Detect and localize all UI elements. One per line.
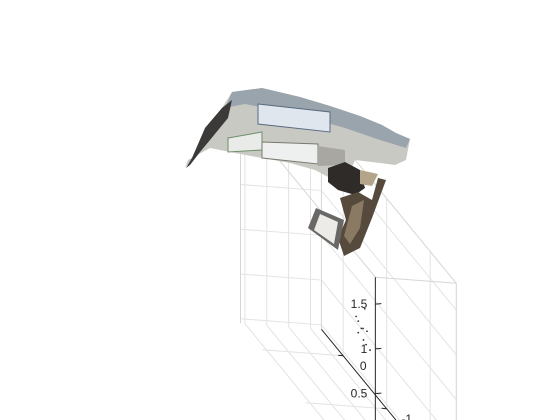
grid-line [310, 328, 387, 420]
wall-left-edge [186, 100, 232, 168]
poster-top [257, 103, 331, 133]
y-tick [381, 407, 387, 410]
z-tick [375, 347, 382, 350]
box-edge [375, 276, 457, 284]
y-tick [338, 354, 344, 357]
poster-center [261, 141, 319, 165]
sparse-point [357, 331, 360, 334]
grid-line [240, 273, 322, 281]
wall-panel-shade [318, 146, 345, 166]
point-cloud [185, 88, 410, 256]
sparse-point [363, 307, 366, 310]
grid-line [266, 324, 346, 420]
grid-line [240, 184, 322, 192]
sparse-point [369, 349, 371, 351]
sparse-point [365, 343, 368, 346]
sparse-point [362, 339, 365, 341]
y-axis-line [321, 328, 397, 420]
sparse-point [357, 320, 360, 323]
grid-line [240, 318, 322, 326]
grid-line [321, 279, 437, 420]
z-tick-label: 1 [361, 342, 368, 356]
beige-object [360, 170, 378, 186]
grid-line [321, 190, 457, 356]
z-tick [375, 303, 382, 305]
grid-line [305, 402, 387, 410]
y-tick-label: -1 [401, 412, 412, 420]
z-tick [375, 392, 382, 395]
grid-line [321, 234, 457, 400]
sparse-points [355, 307, 371, 351]
z-tick-label: 1.5 [351, 297, 368, 311]
dark-object [328, 162, 365, 195]
wall-surface [185, 88, 410, 178]
right-clutter-light [344, 200, 364, 244]
z-tick-label: 0.5 [351, 387, 368, 401]
grid-line [262, 349, 344, 357]
sparse-point [362, 327, 364, 330]
tick-labels: -0.500.511.5-0.500.510-1-2 [338, 297, 412, 420]
grid-line [321, 324, 401, 420]
grid-line [288, 326, 366, 420]
y-tick-label: 0 [360, 359, 367, 373]
sparse-point [360, 327, 363, 330]
sparse-point [355, 315, 357, 318]
grid-line [244, 323, 325, 420]
grid-line [240, 228, 322, 236]
monitor-screen [314, 214, 338, 244]
sparse-point [366, 330, 368, 333]
